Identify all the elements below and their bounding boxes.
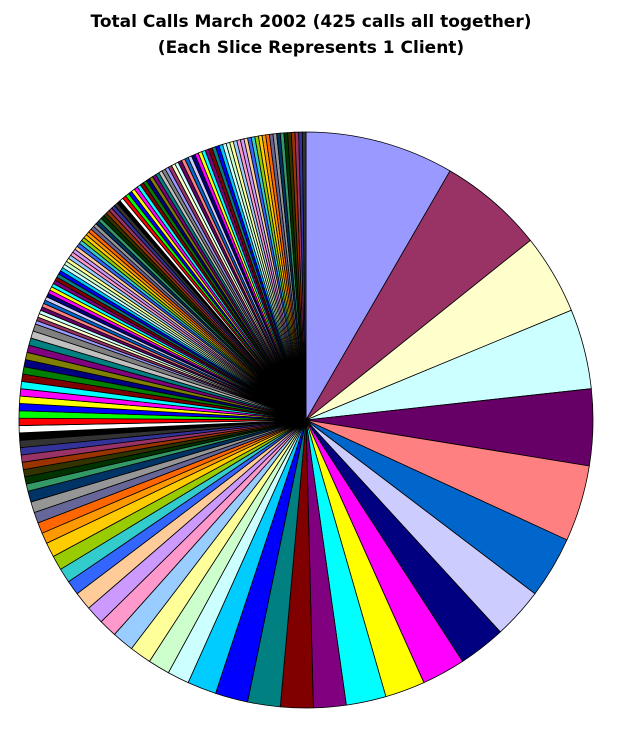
chart-title: Total Calls March 2002 (425 calls all to… [90, 12, 532, 32]
pie-slice-152 [301, 131, 307, 421]
pie-slice-1 [305, 131, 451, 421]
pie-slices [18, 131, 594, 709]
chart-subtitle: (Each Slice Represents 1 Client) [157, 38, 465, 58]
